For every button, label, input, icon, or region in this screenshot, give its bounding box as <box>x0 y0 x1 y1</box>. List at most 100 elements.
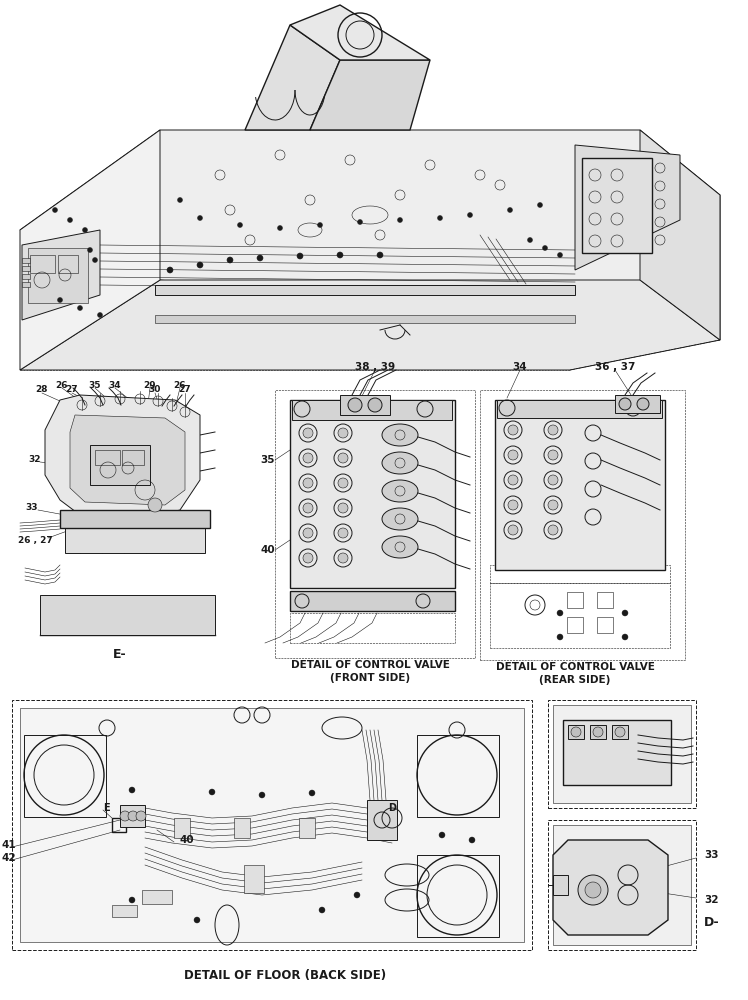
Bar <box>30 255 55 273</box>
Circle shape <box>527 237 533 242</box>
Bar <box>597 617 613 633</box>
Circle shape <box>578 875 608 905</box>
Bar <box>615 395 660 413</box>
Bar <box>417 735 499 817</box>
Text: 34: 34 <box>512 362 527 372</box>
Bar <box>122 450 144 465</box>
Circle shape <box>557 252 562 257</box>
Circle shape <box>507 208 512 213</box>
Text: 26: 26 <box>174 380 186 389</box>
Bar <box>65 528 205 553</box>
Circle shape <box>338 453 348 463</box>
Bar <box>568 725 584 739</box>
Polygon shape <box>20 280 720 370</box>
Text: (FRONT SIDE): (FRONT SIDE) <box>330 673 410 683</box>
Circle shape <box>377 252 383 258</box>
Text: 41: 41 <box>2 840 16 850</box>
Circle shape <box>469 837 475 843</box>
Bar <box>112 905 137 917</box>
Circle shape <box>508 500 518 510</box>
Circle shape <box>120 811 130 821</box>
Text: DETAIL OF CONTROL VALVE: DETAIL OF CONTROL VALVE <box>290 660 450 670</box>
Circle shape <box>548 475 558 485</box>
Circle shape <box>637 398 649 410</box>
Circle shape <box>52 208 58 213</box>
Bar <box>612 725 628 739</box>
Bar <box>22 282 30 287</box>
Bar <box>90 445 150 485</box>
Circle shape <box>58 298 63 302</box>
Text: 32: 32 <box>28 456 41 464</box>
Circle shape <box>257 255 263 261</box>
Bar <box>244 865 264 893</box>
Circle shape <box>548 525 558 535</box>
Bar <box>155 285 575 295</box>
Polygon shape <box>245 25 340 130</box>
Text: 35: 35 <box>89 380 101 389</box>
Circle shape <box>368 398 382 412</box>
Circle shape <box>548 425 558 435</box>
Bar <box>582 158 652 253</box>
Circle shape <box>508 525 518 535</box>
Circle shape <box>397 218 402 223</box>
Ellipse shape <box>382 480 418 502</box>
Text: 38 , 39: 38 , 39 <box>355 362 395 372</box>
Bar <box>60 510 210 528</box>
Circle shape <box>82 228 88 232</box>
Text: 40: 40 <box>180 835 194 845</box>
Circle shape <box>303 528 313 538</box>
Bar <box>174 818 190 838</box>
Bar <box>497 400 662 418</box>
Circle shape <box>615 727 625 737</box>
Bar <box>234 818 250 838</box>
Bar <box>553 825 691 945</box>
Circle shape <box>338 528 348 538</box>
Bar <box>417 855 499 937</box>
Bar <box>340 395 390 415</box>
Circle shape <box>317 223 322 228</box>
Text: 35: 35 <box>261 455 275 465</box>
Circle shape <box>538 202 542 208</box>
Circle shape <box>338 478 348 488</box>
Text: D-: D- <box>704 916 720 928</box>
Text: 28: 28 <box>36 385 49 394</box>
Circle shape <box>238 223 242 228</box>
Circle shape <box>227 257 233 263</box>
Circle shape <box>303 553 313 563</box>
Circle shape <box>309 790 315 796</box>
Circle shape <box>557 610 563 616</box>
Polygon shape <box>290 5 430 60</box>
Bar <box>567 617 583 633</box>
Text: DETAIL OF FLOOR (BACK SIDE): DETAIL OF FLOOR (BACK SIDE) <box>184 968 386 982</box>
Bar <box>290 400 455 588</box>
Polygon shape <box>20 130 720 340</box>
Text: 27: 27 <box>66 385 79 394</box>
Text: 36 , 37: 36 , 37 <box>595 362 635 372</box>
Circle shape <box>548 500 558 510</box>
Circle shape <box>167 267 173 273</box>
Polygon shape <box>553 840 668 935</box>
Circle shape <box>303 478 313 488</box>
Text: 26 , 27: 26 , 27 <box>18 536 52 544</box>
Bar <box>553 705 691 803</box>
Circle shape <box>88 247 93 252</box>
Ellipse shape <box>382 508 418 530</box>
Circle shape <box>338 503 348 513</box>
Circle shape <box>259 792 265 798</box>
Polygon shape <box>45 395 200 520</box>
Text: DETAIL OF CONTROL VALVE: DETAIL OF CONTROL VALVE <box>496 662 654 672</box>
Bar <box>553 875 568 895</box>
Circle shape <box>348 398 362 412</box>
Bar <box>367 800 397 840</box>
Circle shape <box>622 610 628 616</box>
Circle shape <box>129 787 135 793</box>
Circle shape <box>593 727 603 737</box>
Circle shape <box>548 450 558 460</box>
Circle shape <box>209 789 215 795</box>
Text: 27: 27 <box>179 385 191 394</box>
Circle shape <box>129 897 135 903</box>
Circle shape <box>97 312 102 318</box>
Bar <box>155 315 575 323</box>
Circle shape <box>438 216 443 221</box>
Polygon shape <box>20 130 160 370</box>
